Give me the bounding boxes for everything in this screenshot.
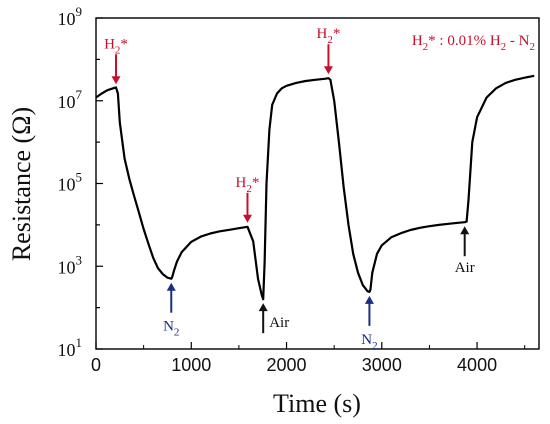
y-tick-label: 101 <box>58 335 83 360</box>
x-tick-label: 1000 <box>171 355 211 375</box>
annotation-air_1: Air <box>258 303 289 334</box>
annotation-arrow-head <box>323 66 333 75</box>
annotation-arrow-head <box>166 282 176 291</box>
x-axis-label: Time (s) <box>273 389 361 418</box>
x-axis-ticks: 0 1000 2000 3000 4000 <box>91 342 526 375</box>
annotation-h2_1: H2* <box>104 36 128 85</box>
x-tick-label: 3000 <box>362 355 402 375</box>
y-tick-label: 103 <box>58 252 83 277</box>
annotation-arrow-head <box>460 226 470 235</box>
x-tick-label: 2000 <box>267 355 307 375</box>
annotation-n2_2: N2 <box>361 295 378 352</box>
y-tick-label: 109 <box>58 4 83 29</box>
annotation-arrow-head <box>258 303 268 312</box>
gas-concentration-note: H2* : 0.01% H2 - N2 <box>412 33 535 53</box>
annotation-label: Air <box>455 260 475 276</box>
resistance-series-line <box>95 74 535 301</box>
annotation-label: H2* <box>317 26 341 46</box>
x-tick-label: 0 <box>91 355 101 375</box>
annotations: H2* N2 H2* Air H2* N2 Air <box>104 26 475 352</box>
annotation-n2_1: N2 <box>163 282 179 339</box>
annotation-h2_2: H2* <box>236 175 260 223</box>
y-tick-label: 105 <box>58 170 83 195</box>
annotation-label: N2 <box>163 319 179 339</box>
annotation-air_2: Air <box>455 226 475 276</box>
y-axis-label: Resistance (Ω) <box>7 107 36 261</box>
y-tick-label: 107 <box>58 87 83 112</box>
annotation-label: H2* <box>236 175 260 195</box>
plot-frame <box>95 17 540 350</box>
annotation-label: H2* <box>104 36 128 56</box>
x-tick-label: 4000 <box>457 355 497 375</box>
annotation-arrow-head <box>364 295 374 304</box>
annotation-h2_3: H2* <box>317 26 341 75</box>
annotation-label: Air <box>269 315 289 331</box>
annotation-arrow-head <box>242 214 252 223</box>
annotation-arrow-head <box>111 76 121 85</box>
